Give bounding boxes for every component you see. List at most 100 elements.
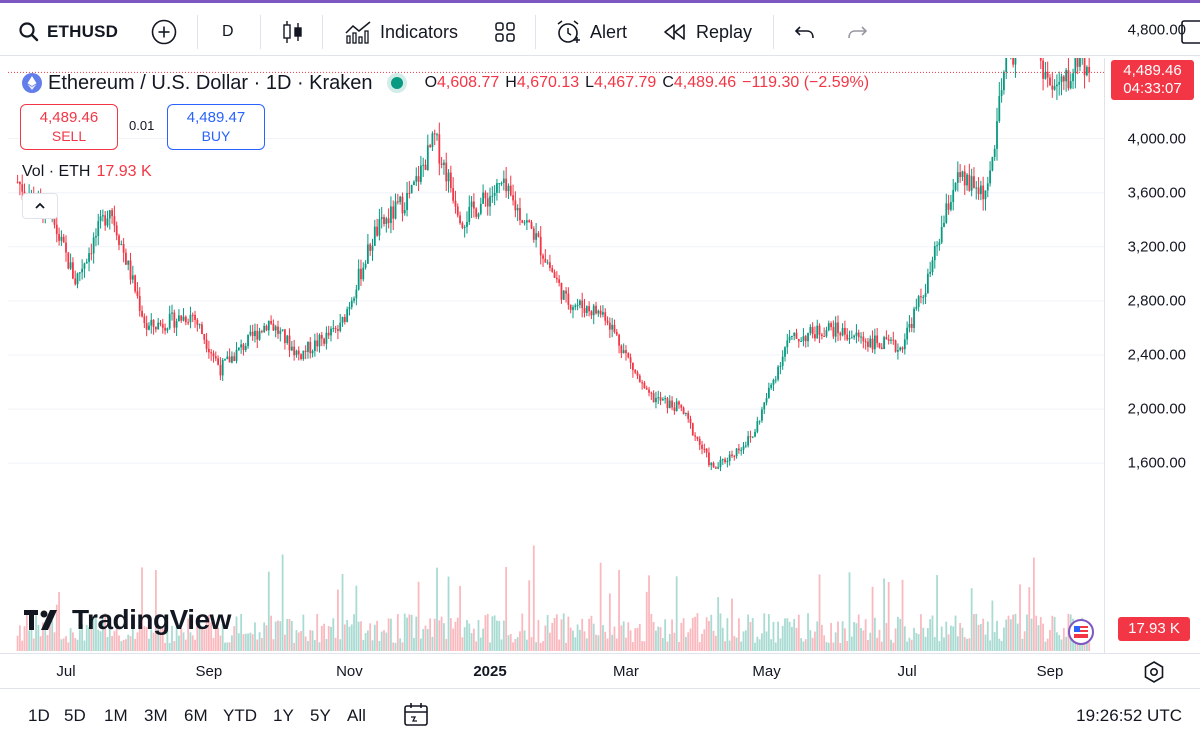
candle-body	[311, 350, 314, 354]
candle-body	[754, 431, 756, 437]
volume-bar	[424, 625, 427, 651]
candle-body	[332, 328, 335, 330]
volume-bar	[332, 618, 335, 651]
indicators-icon	[345, 21, 371, 44]
fullscreen-button[interactable]	[1180, 17, 1200, 47]
candle-body	[247, 334, 249, 347]
replay-button[interactable]: Replay	[662, 17, 752, 47]
volume-bar	[334, 637, 337, 651]
volume-bar	[235, 616, 238, 651]
candle-body	[795, 332, 798, 339]
undo-button[interactable]	[793, 17, 817, 47]
candle-body	[60, 236, 63, 241]
candle-body	[1067, 70, 1070, 89]
volume-bar	[528, 580, 531, 651]
volume-bar	[357, 621, 360, 651]
candle-body	[625, 350, 627, 354]
utc-clock[interactable]: 19:26:52 UTC	[1076, 706, 1182, 725]
volume-bar	[191, 635, 194, 651]
volume-bar	[1044, 641, 1047, 651]
candle-body	[897, 349, 899, 352]
volume-bar	[399, 638, 402, 651]
candle-body	[903, 339, 906, 350]
candle-body	[78, 272, 81, 274]
range-button-1d[interactable]: 1D	[28, 706, 50, 725]
candle-body	[811, 327, 814, 335]
date-range-button[interactable]	[402, 702, 430, 733]
volume-bar	[341, 573, 344, 651]
ethereum-logo-icon	[22, 73, 42, 93]
redo-button[interactable]	[845, 17, 869, 47]
buy-label: BUY	[201, 128, 231, 144]
candle-body	[491, 195, 494, 197]
volume-bar	[627, 622, 630, 651]
volume-bar	[19, 625, 21, 651]
time-tick-label: Sep	[1036, 663, 1064, 680]
buy-button[interactable]: 4,489.47 BUY	[167, 104, 265, 150]
volume-bar	[719, 613, 722, 651]
volume-bar	[1032, 557, 1035, 651]
candle-body	[242, 344, 245, 351]
candle-body	[168, 313, 171, 329]
candle-body	[890, 339, 892, 341]
candle-body	[929, 271, 932, 274]
volume-bar	[99, 631, 102, 651]
candle-body	[353, 298, 355, 301]
range-button-all[interactable]: All	[347, 706, 366, 725]
volume-bar	[378, 640, 381, 651]
volume-bar	[588, 618, 591, 651]
candle-body	[820, 334, 823, 336]
alert-button[interactable]: Alert	[554, 17, 627, 47]
redo-icon	[848, 26, 868, 39]
indicators-button[interactable]: Indicators	[344, 17, 458, 47]
range-button-ytd[interactable]: YTD	[223, 706, 257, 725]
range-button-3m[interactable]: 3M	[144, 706, 168, 725]
volume-bar	[800, 638, 803, 651]
volume-bar	[81, 623, 84, 651]
volume-bar	[784, 618, 786, 651]
range-button-1y[interactable]: 1Y	[273, 706, 294, 725]
symbol-search-button[interactable]: ETHUSD	[18, 17, 118, 47]
collapse-legend-button[interactable]	[22, 193, 58, 219]
chart-settings-icon[interactable]	[1142, 660, 1166, 684]
candle-body	[611, 324, 614, 330]
range-button-6m[interactable]: 6M	[184, 706, 208, 725]
current-price-label: 4,489.46 04:33:07	[1111, 60, 1194, 101]
compare-symbol-button[interactable]	[150, 17, 178, 47]
range-button-5y[interactable]: 5Y	[310, 706, 331, 725]
candle-body	[1042, 60, 1044, 79]
chart-type-button[interactable]	[281, 17, 305, 47]
candle-body	[982, 185, 985, 200]
candle-body	[975, 187, 978, 189]
candle-body	[714, 467, 717, 469]
volume-bar	[1039, 616, 1042, 651]
layouts-button[interactable]	[494, 17, 516, 47]
volume-bar	[602, 625, 604, 651]
candle-body	[800, 340, 803, 342]
volume-bar	[551, 622, 554, 651]
time-axis[interactable]: Jul Sep Nov 2025 Mar May Jul Sep	[0, 653, 1200, 689]
volume-bar	[521, 613, 524, 651]
volume-bar	[765, 631, 768, 651]
tradingview-logo[interactable]: TradingView	[24, 604, 231, 636]
candle-body	[867, 341, 869, 347]
candle-body	[277, 326, 279, 334]
volume-bar	[890, 639, 892, 651]
volume-bar	[293, 642, 296, 651]
candle-body	[892, 339, 895, 341]
volume-bar	[440, 616, 443, 651]
plus-circle-icon	[151, 19, 177, 45]
candle-body	[986, 183, 989, 191]
volume-legend: Vol · ETH 17.93 K	[22, 163, 152, 181]
volume-bar	[438, 620, 441, 651]
volume-bar	[390, 618, 392, 651]
interval-button[interactable]: D	[222, 23, 234, 40]
current-volume-label: 17.93 K	[1118, 617, 1190, 641]
sell-button[interactable]: 4,489.46 SELL	[20, 104, 118, 150]
range-button-5d[interactable]: 5D	[64, 706, 86, 725]
price-axis[interactable]: 4,489.46 04:33:07 17.93 K 5,200.004,800.…	[1104, 22, 1200, 653]
flag-badge-icon[interactable]	[1066, 617, 1096, 647]
high-key: H	[505, 74, 517, 91]
range-button-1m[interactable]: 1M	[104, 706, 128, 725]
volume-bar	[58, 592, 60, 651]
